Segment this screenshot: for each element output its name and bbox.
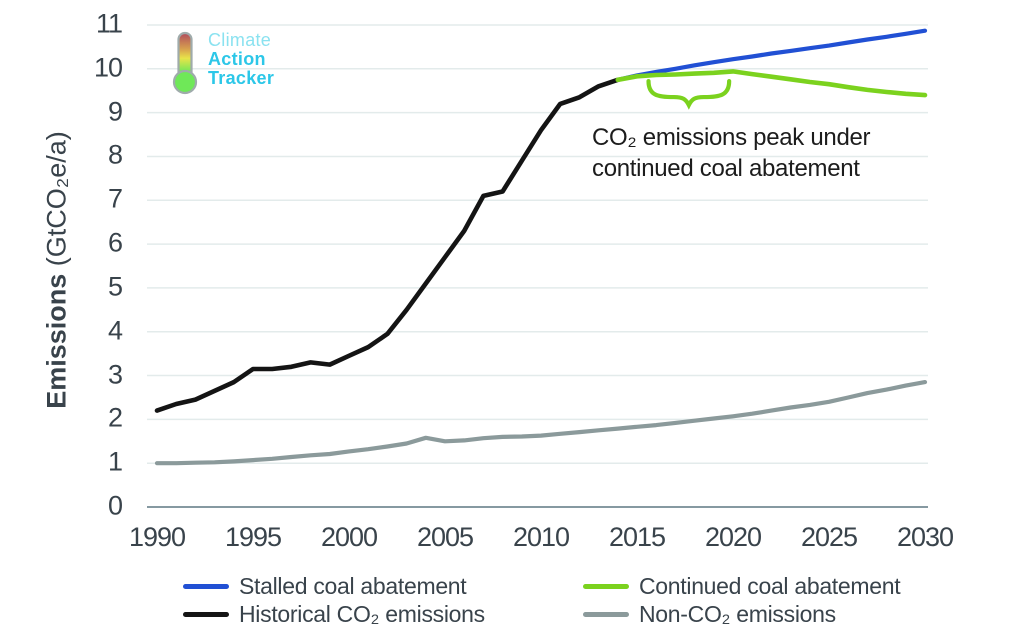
logo-tracker: Tracker: [208, 68, 275, 88]
legend-line-swatch: [183, 584, 229, 589]
x-tick-label: 2000: [320, 522, 378, 552]
y-tick-label: 4: [107, 314, 123, 345]
y-tick-label: 10: [93, 52, 123, 83]
legend-line-swatch: [583, 612, 629, 617]
series-stalled-coal-abatement: [615, 28, 928, 82]
series-continued-coal-abatement: [615, 69, 928, 98]
legend-line-swatch: [583, 584, 629, 589]
logo-text: Climate Action Tracker: [208, 31, 274, 88]
x-tick-label: 2025: [800, 522, 858, 552]
legend-item: Stalled coal abatement: [183, 573, 583, 599]
y-tick-label: 1: [107, 446, 123, 477]
logo-action: Action: [208, 49, 266, 69]
legend-label: Stalled coal abatement: [239, 573, 467, 599]
y-tick-label: 2: [107, 402, 123, 433]
legend-item: Continued coal abatement: [583, 573, 901, 599]
y-tick-label: 0: [107, 490, 123, 521]
logo-climate: Climate: [208, 30, 272, 50]
legend-label: Historical CO₂ emissions: [239, 601, 485, 627]
series-historical-co-emissions: [154, 77, 621, 413]
y-tick-label: 8: [107, 139, 123, 170]
legend-label: Continued coal abatement: [639, 573, 901, 599]
legend: Stalled coal abatement Continued coal aba…: [183, 573, 901, 627]
series-non-co-emissions: [154, 380, 928, 466]
legend-item: Non-CO₂ emissions: [583, 601, 900, 627]
y-tick-label: 11: [95, 8, 123, 39]
x-tick-label: 1990: [128, 522, 186, 552]
x-tick-label: 2015: [608, 522, 666, 552]
annotation-co2-peak: CO₂ emissions peak under continued coal …: [592, 122, 871, 184]
y-tick-label: 9: [107, 95, 123, 126]
legend-label: Non-CO₂ emissions: [639, 601, 836, 627]
y-tick-label: 6: [107, 227, 123, 258]
thermometer-icon: [172, 31, 198, 95]
legend-item: Historical CO₂ emissions: [183, 601, 583, 627]
annotation-line1: CO₂ emissions peak under: [592, 124, 871, 151]
x-tick-label: 2020: [704, 522, 762, 552]
climate-action-tracker-logo: Climate Action Tracker: [170, 31, 274, 95]
x-tick-label: 2030: [896, 522, 954, 552]
annotation-line2: continued coal abatement: [592, 155, 860, 182]
y-tick-label: 5: [107, 271, 123, 302]
brace-annotation: [646, 78, 732, 110]
y-tick-label: 7: [107, 183, 123, 214]
y-tick-label: 3: [107, 358, 123, 389]
x-tick-label: 2005: [416, 522, 474, 552]
x-tick-label: 2010: [512, 522, 570, 552]
legend-line-swatch: [183, 612, 229, 617]
x-tick-label: 1995: [224, 522, 282, 552]
